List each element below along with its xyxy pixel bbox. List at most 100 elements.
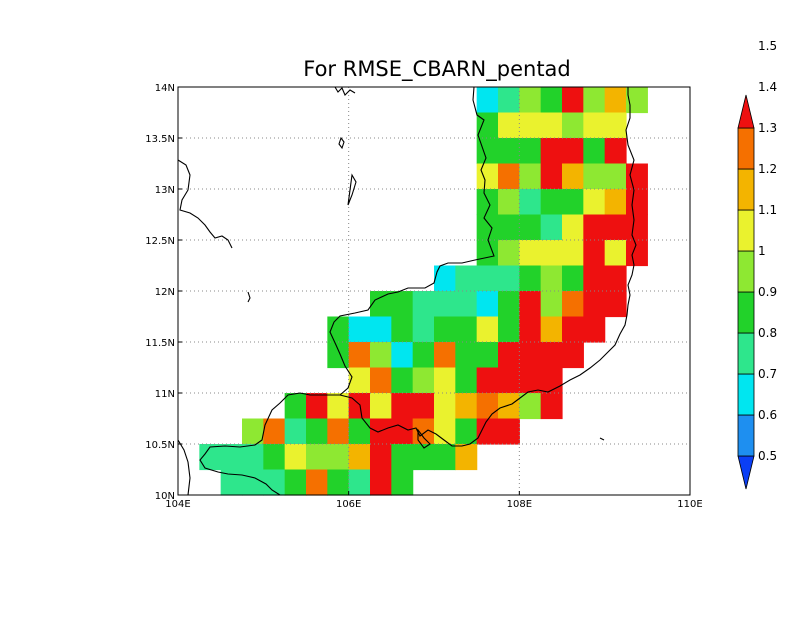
lat-tick-label: 12N [155,287,175,298]
data-cell [476,316,499,343]
data-cell [540,163,563,190]
colorbar-swatch [737,373,755,416]
data-cell [498,112,520,139]
data-cell [327,444,350,471]
data-cell [519,393,542,420]
data-cell [604,189,627,216]
data-cell [540,112,563,139]
data-cell [540,87,563,114]
data-cell [476,342,499,369]
data-cell [540,214,563,241]
data-cell [583,214,606,241]
data-cell [562,189,584,216]
colorbar: 0.5 0.6 0.7 0.8 0.9 1 1.1 1.2 1.3 1.4 1.5 [737,39,777,490]
data-cells [199,87,648,496]
data-cell [498,163,520,190]
data-cell [583,163,606,190]
data-cell [306,444,328,471]
island-1 [338,136,345,150]
data-cell [434,444,456,471]
colorbar-label: 1.1 [758,203,777,217]
colorbar-label: 0.5 [758,449,777,463]
lat-tick-label: 10N [155,491,175,502]
coastline-bottom [177,439,191,496]
data-cell [476,291,499,318]
data-cell [498,87,520,114]
data-cell [498,189,520,216]
data-cell [540,265,563,292]
data-cell [583,112,606,139]
data-cell [455,444,478,471]
data-cell [604,214,627,241]
data-cell [284,393,307,420]
colorbar-swatch [737,332,755,375]
colorbar-label: 0.9 [758,285,777,299]
data-cell [519,265,542,292]
data-cell [519,112,542,139]
data-cell [476,265,499,292]
data-cell [327,469,350,496]
gridlines [178,87,690,495]
lat-tick-label: 14N [155,83,175,94]
island-4 [417,428,431,449]
colorbar-label: 1 [758,244,766,258]
data-cell [476,112,499,139]
data-cell [626,189,648,216]
data-cell [412,444,435,471]
data-cell [562,291,584,318]
colorbar-label: 0.8 [758,326,777,340]
lat-tick-label: 11.5N [145,338,175,349]
data-cell [498,393,520,420]
data-cell [476,87,499,114]
data-cell [498,214,520,241]
data-cell [455,393,478,420]
data-cell [562,265,584,292]
data-cell [391,469,414,496]
data-cell [540,291,563,318]
data-cell [327,393,350,420]
data-cell [562,342,584,369]
data-cell [498,418,520,445]
data-cell [519,316,542,343]
data-cell [583,291,606,318]
data-cell [434,316,456,343]
data-cell [263,444,286,471]
data-cell [242,469,264,496]
data-cell [540,342,563,369]
data-cell [455,265,478,292]
colorbar-label: 1.3 [758,121,777,135]
data-cell [434,393,456,420]
data-cell [498,291,520,318]
data-cell [626,214,648,241]
colorbar-label: 0.7 [758,367,777,381]
data-cell [391,342,414,369]
data-cell [412,342,435,369]
colorbar-high-arrow [737,94,755,129]
border-north [334,86,356,96]
data-cell [434,265,456,292]
data-cell [391,367,414,394]
data-cell [519,87,542,114]
data-cell [498,265,520,292]
data-cell [306,418,328,445]
data-cell [519,163,542,190]
data-cell [455,342,478,369]
data-cell [476,367,499,394]
data-cell [370,469,392,496]
data-cell [519,367,542,394]
data-cell [562,87,584,114]
data-cell [562,214,584,241]
data-cell [370,418,392,445]
data-cell [348,469,371,496]
map-title: For RMSE_CBARN_pentad [303,57,571,82]
lon-tick-label: 104E [165,499,190,510]
data-cell [476,240,499,267]
data-cell [412,291,435,318]
data-cell [348,418,371,445]
data-cell [626,240,648,267]
data-cell [455,316,478,343]
colorbar-label: 0.6 [758,408,777,422]
colorbar-swatch [737,414,755,457]
data-cell [242,444,264,471]
lat-tick-label: 11N [155,389,175,400]
